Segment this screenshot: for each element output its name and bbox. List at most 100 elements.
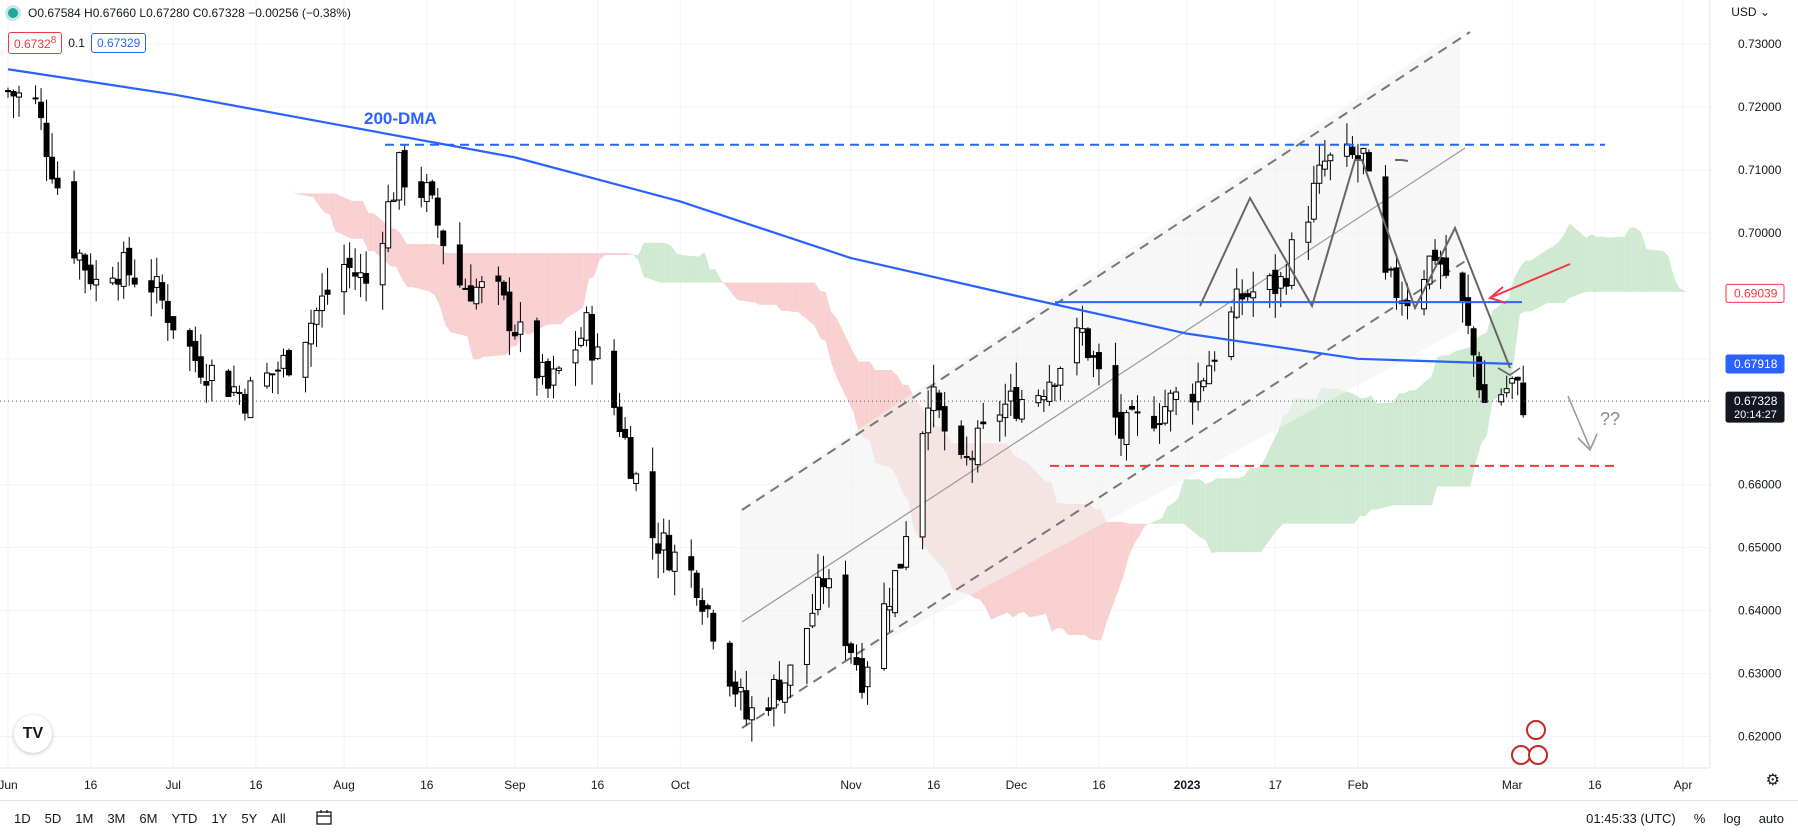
- candle-up: [1267, 276, 1272, 290]
- cloud-segment: [627, 253, 633, 255]
- candle-down: [628, 438, 633, 479]
- candle-up: [595, 347, 600, 359]
- calendar-icon[interactable]: [316, 809, 332, 825]
- candle-down: [1366, 153, 1371, 171]
- cloud-segment: [605, 253, 622, 255]
- cloud-segment: [1553, 242, 1559, 303]
- buy-chip[interactable]: 0.67329: [91, 33, 146, 53]
- candle-up: [970, 458, 975, 459]
- candle-up: [557, 368, 562, 370]
- range-button-6m[interactable]: 6M: [139, 811, 157, 826]
- range-button-1d[interactable]: 1D: [14, 811, 31, 826]
- candle-down: [733, 682, 738, 694]
- price-chart[interactable]: 0.730000.720000.710000.700000.680000.660…: [0, 0, 1798, 800]
- chevron-down-icon: ⌄: [1760, 5, 1770, 19]
- time-tick: 17: [1269, 778, 1283, 792]
- price-tick: 0.71000: [1738, 163, 1782, 177]
- cloud-segment: [1355, 394, 1361, 524]
- candle-up: [1003, 404, 1008, 417]
- countdown-label: 20:14:27: [1734, 409, 1777, 421]
- candle-down: [149, 281, 154, 292]
- candle-up: [865, 667, 870, 686]
- cloud-segment: [429, 244, 435, 294]
- cloud-segment: [1520, 260, 1526, 314]
- candle-up: [479, 282, 484, 288]
- candle-up: [110, 278, 115, 283]
- cloud-segment: [357, 201, 363, 239]
- candle-down: [1284, 279, 1289, 287]
- cloud-segment: [1470, 338, 1476, 486]
- candle-up: [1229, 312, 1234, 357]
- cloud-segment: [1333, 389, 1339, 524]
- candle-down: [463, 288, 468, 289]
- cloud-segment: [445, 253, 451, 332]
- candle-up: [1207, 366, 1212, 384]
- cloud-segment: [1200, 479, 1206, 540]
- cloud-segment: [1647, 249, 1664, 292]
- cloud-segment: [743, 283, 749, 302]
- candle-up: [303, 342, 308, 377]
- price-tick: 0.72000: [1738, 100, 1782, 114]
- cloud-segment: [1184, 479, 1201, 537]
- sell-price: 0.6732: [14, 37, 51, 51]
- gear-icon[interactable]: ⚙: [1766, 770, 1780, 790]
- range-button-3m[interactable]: 3M: [107, 811, 125, 826]
- candle-up: [1174, 392, 1179, 399]
- cloud-segment: [1569, 223, 1586, 297]
- candle-down: [1096, 353, 1101, 369]
- cloud-segment: [1636, 228, 1642, 292]
- candle-down: [353, 273, 358, 276]
- cloud-segment: [368, 213, 374, 251]
- candle-up: [17, 93, 22, 97]
- price-axis[interactable]: 0.730000.720000.710000.700000.680000.660…: [1710, 0, 1784, 768]
- price-tick: 0.64000: [1738, 604, 1782, 618]
- candle-down: [132, 278, 137, 284]
- candle-up: [826, 579, 831, 588]
- range-button-5d[interactable]: 5D: [45, 811, 62, 826]
- range-button-1m[interactable]: 1M: [75, 811, 93, 826]
- bid-ask-chips: 0.67328 0.1 0.67329: [8, 32, 146, 54]
- candle-down: [617, 407, 622, 431]
- currency-selector[interactable]: USD ⌄: [1731, 5, 1770, 19]
- candle-down: [204, 382, 209, 386]
- candle-up: [573, 350, 578, 363]
- candle-up: [1322, 161, 1327, 169]
- candle-down: [689, 557, 694, 570]
- us-flag-icon: [1512, 746, 1530, 764]
- cloud-segment: [738, 283, 744, 301]
- time-tick: Jul: [166, 778, 181, 792]
- price-label: 0.67328: [1734, 394, 1778, 408]
- ohlc-values: O0.67584 H0.67660 L0.67280 C0.67328 −0.0…: [28, 6, 351, 20]
- cloud-segment: [1145, 518, 1162, 525]
- candle-down: [981, 422, 986, 424]
- cloud-segment: [275, 175, 281, 183]
- cloud-segment: [1564, 223, 1570, 303]
- range-button-5y[interactable]: 5Y: [241, 811, 257, 826]
- cloud-segment: [550, 253, 556, 324]
- price-label: 0.67918: [1734, 357, 1778, 371]
- cloud-segment: [1437, 355, 1443, 486]
- auto-toggle[interactable]: auto: [1759, 811, 1784, 826]
- range-button-1y[interactable]: 1Y: [211, 811, 227, 826]
- percent-toggle[interactable]: %: [1694, 811, 1706, 826]
- range-button-ytd[interactable]: YTD: [171, 811, 197, 826]
- cloud-segment: [583, 253, 589, 308]
- range-button-all[interactable]: All: [271, 811, 285, 826]
- candle-down: [55, 178, 60, 188]
- tradingview-logo-icon[interactable]: TV: [14, 715, 52, 753]
- candle-down: [590, 315, 595, 360]
- candle-up: [397, 153, 402, 200]
- projection-arrow: [1568, 396, 1590, 448]
- log-toggle[interactable]: log: [1723, 811, 1740, 826]
- cloud-segment: [1597, 237, 1603, 292]
- utc-clock[interactable]: 01:45:33 (UTC): [1586, 811, 1676, 826]
- cloud-segment: [815, 283, 821, 339]
- cloud-segment: [1162, 507, 1168, 524]
- candle-up: [474, 287, 479, 303]
- time-tick: 16: [591, 778, 605, 792]
- sell-chip[interactable]: 0.67328: [8, 32, 62, 54]
- candle-up: [975, 428, 980, 464]
- candle-down: [116, 279, 121, 284]
- candle-up: [661, 533, 666, 550]
